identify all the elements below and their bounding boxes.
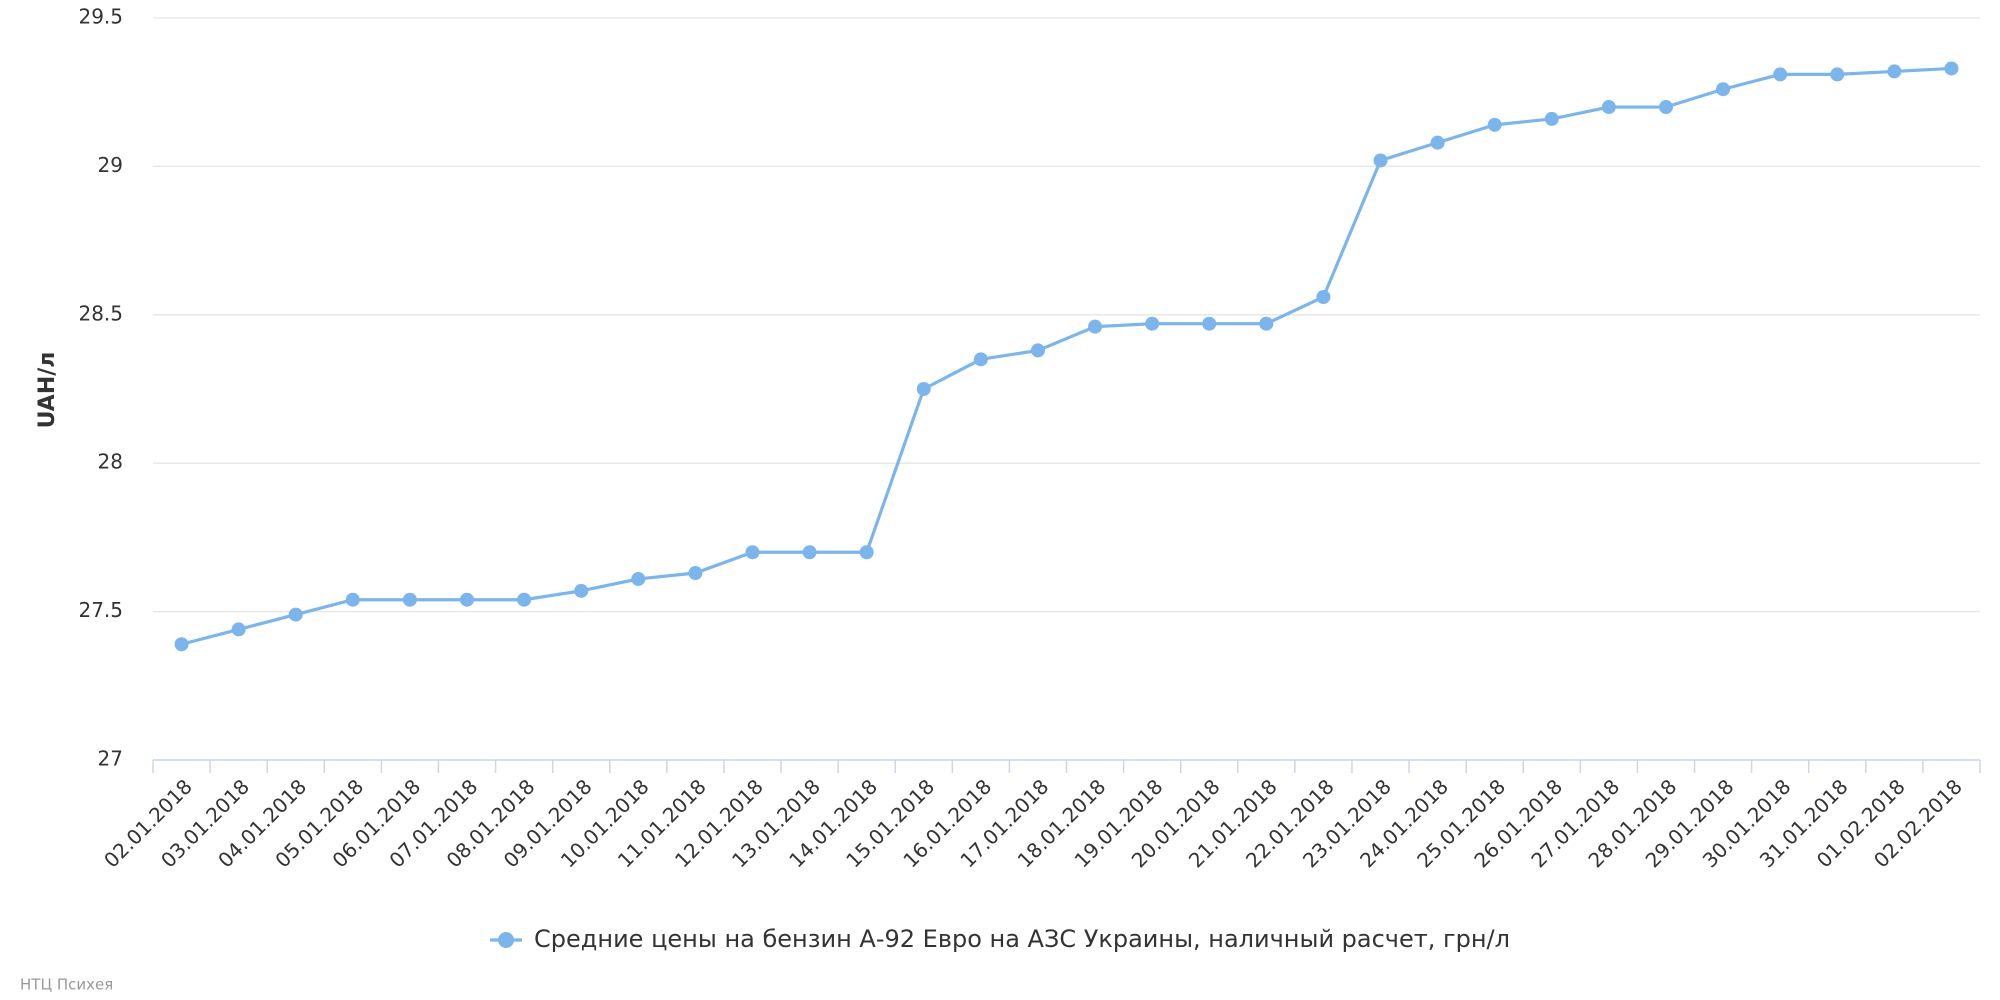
data-point [745, 545, 760, 560]
legend: Средние цены на бензин А-92 Евро на АЗС … [490, 925, 1510, 953]
data-point [345, 592, 360, 607]
data-point [1887, 64, 1902, 79]
data-point [1830, 67, 1845, 82]
data-point [1601, 100, 1616, 115]
data-point [402, 592, 417, 607]
data-point [1373, 153, 1388, 168]
data-point [1202, 316, 1217, 331]
y-tick-label: 29 [98, 153, 123, 177]
data-point [231, 622, 246, 637]
data-point [1544, 111, 1559, 126]
data-point [1259, 316, 1274, 331]
data-point [1658, 100, 1673, 115]
data-point [288, 607, 303, 622]
data-point [174, 637, 189, 652]
y-tick-label: 27 [98, 747, 123, 771]
data-point [574, 583, 589, 598]
legend-label: Средние цены на бензин А-92 Евро на АЗС … [534, 925, 1510, 953]
data-point [1030, 343, 1045, 358]
y-tick-label: 28 [98, 450, 123, 474]
data-point [1773, 67, 1788, 82]
data-point [973, 352, 988, 367]
data-point [1944, 61, 1959, 76]
data-point [1316, 289, 1331, 304]
y-tick-label: 27.5 [78, 598, 123, 622]
data-point [631, 571, 646, 586]
data-point [688, 566, 703, 581]
data-point [802, 545, 817, 560]
data-point [916, 382, 931, 396]
data-point [859, 545, 874, 560]
data-point [1430, 135, 1445, 150]
y-tick-label: 28.5 [78, 301, 123, 325]
data-point [1487, 117, 1502, 132]
data-point [1145, 316, 1160, 331]
data-point [517, 592, 532, 607]
credit: НТЦ Психея [20, 976, 113, 994]
data-point [1088, 319, 1103, 334]
legend-marker [498, 932, 515, 948]
series-line [181, 66, 1952, 646]
y-axis-title: UAH/л [35, 352, 60, 429]
data-point [460, 592, 475, 607]
y-tick-label: 29.5 [78, 5, 123, 29]
data-point [1716, 82, 1731, 97]
